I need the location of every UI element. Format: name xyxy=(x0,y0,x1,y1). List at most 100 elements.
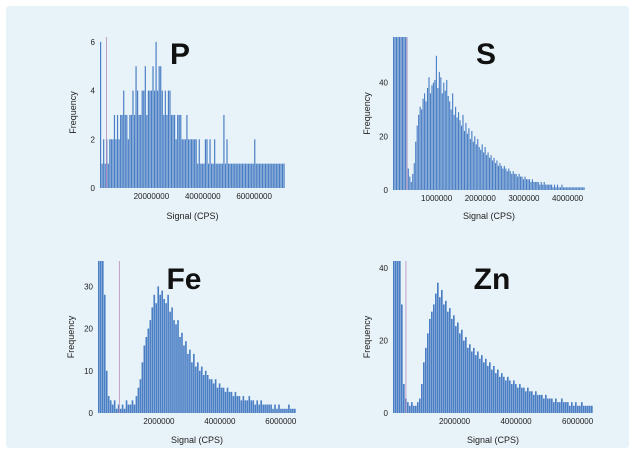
histogram-bar xyxy=(126,114,128,188)
histogram-bar xyxy=(224,391,227,413)
histogram-bar xyxy=(204,370,207,413)
histogram-bar xyxy=(230,391,233,413)
histogram-bar xyxy=(132,90,134,188)
histogram-bar xyxy=(576,187,578,190)
histogram-bar xyxy=(241,163,244,188)
y-tick-label: 0 xyxy=(384,186,389,195)
histogram-bar xyxy=(404,37,406,190)
histogram-bar xyxy=(517,176,519,190)
histogram-bar xyxy=(495,373,497,413)
histogram-bar xyxy=(589,405,591,413)
histogram-bar xyxy=(534,181,536,190)
histogram-bar xyxy=(129,114,131,188)
histogram-bar xyxy=(244,400,247,413)
x-tick-label: 6000000 xyxy=(265,417,297,426)
histogram-bar xyxy=(161,90,163,188)
histogram-bar xyxy=(581,402,583,413)
histogram-bar xyxy=(410,181,412,190)
histogram-bar xyxy=(129,404,132,413)
histogram-bar xyxy=(277,163,279,188)
histogram-bar xyxy=(268,163,270,188)
histogram-bar xyxy=(421,384,423,413)
histogram-bar xyxy=(288,404,290,413)
histogram-bar xyxy=(237,163,239,188)
histogram-bar xyxy=(473,347,475,413)
histogram-bar xyxy=(514,173,516,190)
histogram-bar xyxy=(502,168,504,190)
histogram-bar xyxy=(158,66,160,188)
y-axis-label: Frequency xyxy=(66,315,76,358)
x-tick-label: 4000000 xyxy=(500,417,532,426)
histogram-bar xyxy=(539,394,541,413)
histogram-bar xyxy=(257,163,259,188)
histogram-bar xyxy=(220,387,223,413)
histogram-bar xyxy=(153,90,156,188)
histogram-bar xyxy=(555,398,557,413)
histogram-bar xyxy=(509,380,511,413)
figure-background xyxy=(6,6,629,448)
histogram-bar xyxy=(460,125,463,190)
histogram-bar xyxy=(274,404,276,413)
histogram-bar xyxy=(268,404,270,413)
histogram-bar xyxy=(144,66,146,188)
histogram-bar xyxy=(246,163,248,188)
histogram-bar xyxy=(515,173,517,190)
histogram-bar xyxy=(541,394,543,413)
histogram-bar xyxy=(537,181,539,190)
histogram-bar xyxy=(438,71,440,190)
histogram-bar xyxy=(443,304,445,413)
histogram-bar xyxy=(419,398,421,413)
histogram-bar xyxy=(487,152,489,190)
histogram-bar xyxy=(146,114,148,188)
histogram-bar xyxy=(559,187,562,190)
y-tick-label: 40 xyxy=(379,79,388,88)
y-tick-label: 0 xyxy=(91,184,96,193)
histogram-bar xyxy=(281,163,284,188)
histogram-bar xyxy=(483,362,485,413)
x-axis-label: Signal (CPS) xyxy=(171,435,223,445)
histogram-bar xyxy=(549,398,551,413)
histogram-bar xyxy=(434,79,436,190)
histogram-bar xyxy=(471,351,473,413)
histogram-bar xyxy=(450,109,452,190)
histogram-bar xyxy=(223,114,225,188)
histogram-bar xyxy=(192,139,194,188)
histogram-bar xyxy=(395,37,398,190)
histogram-bar xyxy=(258,404,261,413)
y-axis-label: Frequency xyxy=(68,91,78,134)
histogram-bar xyxy=(175,324,177,413)
histogram-bar xyxy=(565,402,567,413)
histogram-bar xyxy=(235,163,237,188)
histogram-bar xyxy=(140,114,142,188)
histogram-bar xyxy=(160,66,162,188)
histogram-bar xyxy=(197,362,199,413)
y-tick-label: 6 xyxy=(91,38,96,47)
y-tick-label: 30 xyxy=(84,282,93,291)
histogram-bar xyxy=(155,41,157,189)
histogram-bar xyxy=(272,408,274,413)
histogram-bar xyxy=(229,163,231,188)
histogram-bar xyxy=(568,187,570,190)
histogram-bar xyxy=(278,404,280,413)
histogram-bar xyxy=(183,139,185,188)
histogram-bar xyxy=(236,396,239,413)
histogram-bar xyxy=(469,344,471,413)
histogram-bar xyxy=(582,187,584,190)
histogram-bar xyxy=(483,152,485,190)
histogram-bar xyxy=(558,187,560,190)
histogram-bar xyxy=(551,398,553,413)
histogram-bar xyxy=(422,98,424,190)
histogram-bar xyxy=(137,90,139,188)
histogram-bar xyxy=(493,157,495,190)
histogram-bar xyxy=(107,163,109,188)
histogram-bar xyxy=(468,128,470,190)
histogram-bar xyxy=(523,387,525,413)
histogram-bar xyxy=(133,404,136,413)
histogram-bar xyxy=(497,369,499,413)
histogram-bar xyxy=(403,384,405,413)
histogram-bar xyxy=(211,163,213,188)
histogram-bar xyxy=(262,404,264,413)
histogram-bar xyxy=(149,320,152,413)
histogram-bar xyxy=(118,139,120,188)
histogram-bar xyxy=(218,163,220,188)
